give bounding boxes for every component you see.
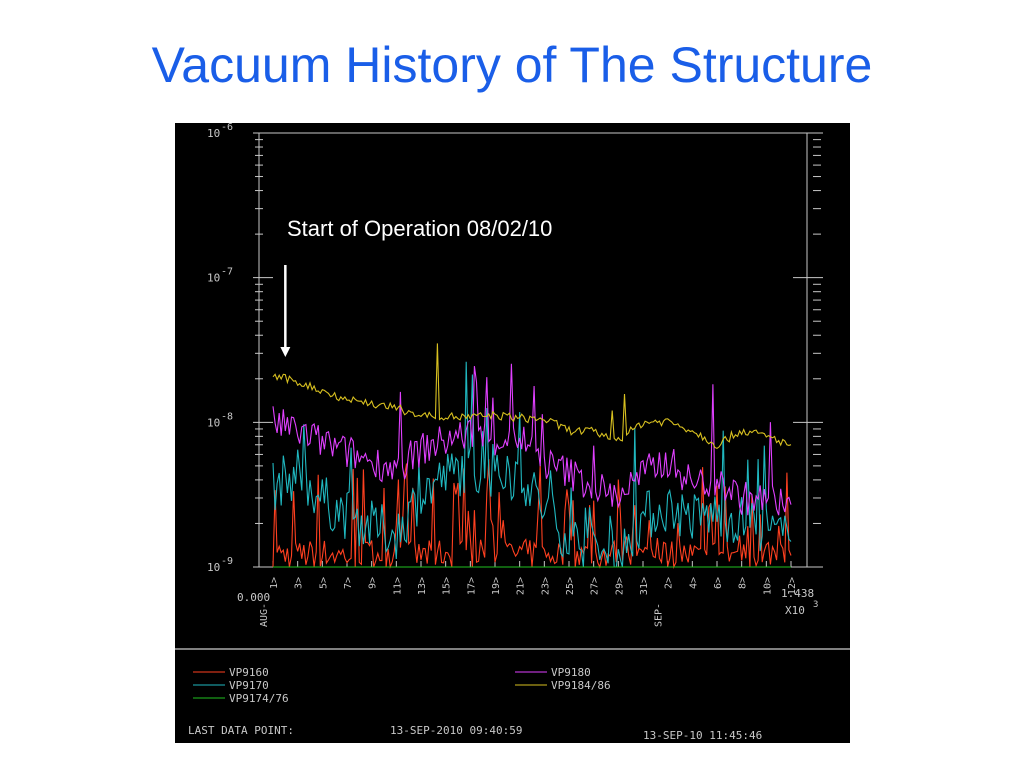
last-data-label: LAST DATA POINT: <box>188 724 294 737</box>
series-line-vp9180 <box>272 363 792 516</box>
x-month-label: SEP- <box>654 603 665 627</box>
series-line-vp9170 <box>272 361 792 568</box>
x-tick-label: 3> <box>294 577 305 589</box>
x-tick-label: 27> <box>590 577 601 595</box>
legend-label: VP9184/86 <box>551 679 611 692</box>
x-month-label: AUG- <box>259 603 270 627</box>
legend-label: VP9174/76 <box>229 692 289 705</box>
x-end-label: 1.438 <box>781 587 814 600</box>
x-multiplier-base: X10 <box>785 604 805 617</box>
series-line-vp9160 <box>272 459 792 570</box>
x-tick-label: 13> <box>417 577 428 595</box>
x-tick-label: 12> <box>787 577 798 595</box>
x-tick-label: 10> <box>762 577 773 595</box>
x-tick-label: 9> <box>368 577 379 589</box>
y-tick-label-exp: -8 <box>221 411 233 422</box>
x-tick-label: 15> <box>442 577 453 595</box>
x-tick-label: 19> <box>491 577 502 595</box>
x-tick-label: 1> <box>269 577 280 589</box>
y-tick-label-exp: -6 <box>221 123 233 133</box>
x-tick-label: 23> <box>540 577 551 595</box>
slide-title: Vacuum History of The Structure <box>151 37 873 93</box>
x-tick-label: 25> <box>565 577 576 595</box>
y-tick-label-exp: -7 <box>221 267 233 278</box>
y-tick-label-base: 10 <box>207 272 220 285</box>
x-tick-label: 31> <box>639 577 650 595</box>
x-tick-label: 29> <box>614 577 625 595</box>
y-tick-label-base: 10 <box>207 127 220 140</box>
y-tick-label-base: 10 <box>207 416 220 429</box>
annotation-text: Start of Operation 08/02/10 <box>287 216 552 241</box>
x-tick-label: 8> <box>738 577 749 589</box>
x-tick-label: 2> <box>664 577 675 589</box>
x-tick-label: 11> <box>392 577 403 595</box>
x-tick-label: 21> <box>516 577 527 595</box>
x-tick-label: 6> <box>713 577 724 589</box>
x-tick-label: 5> <box>318 577 329 589</box>
legend-label: VP9160 <box>229 666 269 679</box>
x-tick-label: 7> <box>343 577 354 589</box>
legend-label: VP9180 <box>551 666 591 679</box>
x-tick-label: 17> <box>466 577 477 595</box>
footer-timestamp: 13-SEP-10 11:45:46 <box>643 729 762 742</box>
series-line-vp9184-86 <box>272 343 792 450</box>
x-start-label: 0.000 <box>237 591 270 604</box>
legend-label: VP9170 <box>229 679 269 692</box>
chart-panel: 10 -6 10 -7 10 -8 10 -9 1> 3> 5> 7> 9> 11> 13> 15> 17> 19… <box>175 123 850 743</box>
y-tick-label-base: 10 <box>207 561 220 574</box>
y-tick-label-exp: -9 <box>221 556 233 567</box>
x-tick-label: 4> <box>688 577 699 589</box>
vacuum-chart: 10-610-710-810 -91> 3> 5> 7> 9> 11> 13> 15> 17> 19… <box>175 123 850 742</box>
annotation-arrow-head <box>280 347 291 357</box>
last-data-value: 13-SEP-2010 09:40:59 <box>390 724 522 737</box>
x-multiplier-exp: 3 <box>813 600 818 610</box>
